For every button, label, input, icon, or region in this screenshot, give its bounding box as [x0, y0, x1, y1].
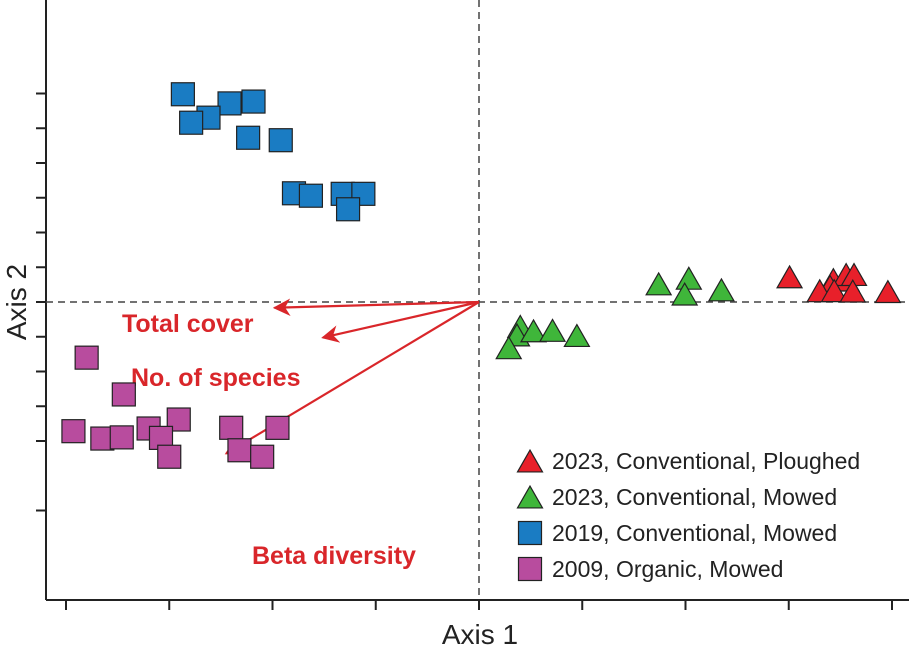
legend-label-2: 2019, Conventional, Mowed [552, 520, 837, 546]
series-1-point-0 [645, 271, 673, 296]
series-1-point-3 [707, 277, 735, 302]
x-axis-title: Axis 1 [442, 619, 518, 649]
vectors: Total cover No. of species Beta diversity [122, 298, 480, 570]
series-0 [776, 262, 902, 304]
series-2-point-0 [170, 82, 195, 107]
series-3-point-4 [219, 415, 244, 440]
series-1 [495, 266, 735, 360]
y-axis-title: Axis 2 [1, 264, 32, 340]
reference-lines [46, 0, 909, 600]
legend-marker-0 [516, 448, 544, 473]
legend-label-3: 2009, Organic, Mowed [552, 556, 783, 582]
vector-label-0: Total cover [122, 310, 254, 338]
legend-marker-1 [516, 484, 544, 509]
series-3-point-0 [74, 345, 99, 370]
series-3-point-8 [109, 425, 134, 450]
series-2-point-8 [298, 183, 324, 208]
data-points [61, 82, 902, 469]
vector-arrow-0 [272, 298, 480, 317]
series-2-point-11 [335, 197, 361, 222]
vector-label-1: No. of species [131, 364, 301, 392]
legend-label-1: 2023, Conventional, Mowed [552, 484, 837, 510]
axes [36, 0, 909, 610]
series-0-point-8 [839, 278, 867, 303]
legend-marker-3 [517, 556, 543, 582]
series-3-point-5 [265, 415, 290, 440]
series-3-point-12 [250, 444, 275, 469]
series-2 [170, 82, 376, 222]
series-1-point-8 [563, 323, 591, 348]
series-1-point-6 [519, 318, 548, 343]
series-1-point-9 [495, 335, 523, 360]
series-3-point-10 [157, 444, 182, 469]
series-2-point-4 [179, 110, 204, 135]
series-1-point-7 [538, 318, 567, 342]
series-3 [61, 345, 290, 469]
vector-arrow-1 [321, 300, 480, 343]
vector-label-2: Beta diversity [252, 542, 416, 570]
series-2-point-1 [217, 91, 242, 116]
series-3-point-1 [111, 382, 136, 407]
series-0-point-9 [874, 279, 902, 304]
series-0-point-0 [776, 264, 804, 289]
series-3-point-3 [166, 407, 191, 432]
series-1-point-2 [671, 281, 699, 306]
series-2-point-2 [241, 89, 266, 114]
series-3-point-6 [61, 419, 86, 444]
legend: 2023, Conventional, Ploughed 2023, Conven… [516, 448, 860, 582]
series-1-point-1 [675, 266, 703, 290]
legend-label-0: 2023, Conventional, Ploughed [552, 448, 860, 474]
series-2-point-6 [268, 128, 293, 153]
series-3-point-11 [227, 438, 252, 463]
series-0-point-7 [820, 278, 848, 303]
series-2-point-5 [236, 125, 261, 150]
legend-marker-2 [517, 520, 543, 546]
